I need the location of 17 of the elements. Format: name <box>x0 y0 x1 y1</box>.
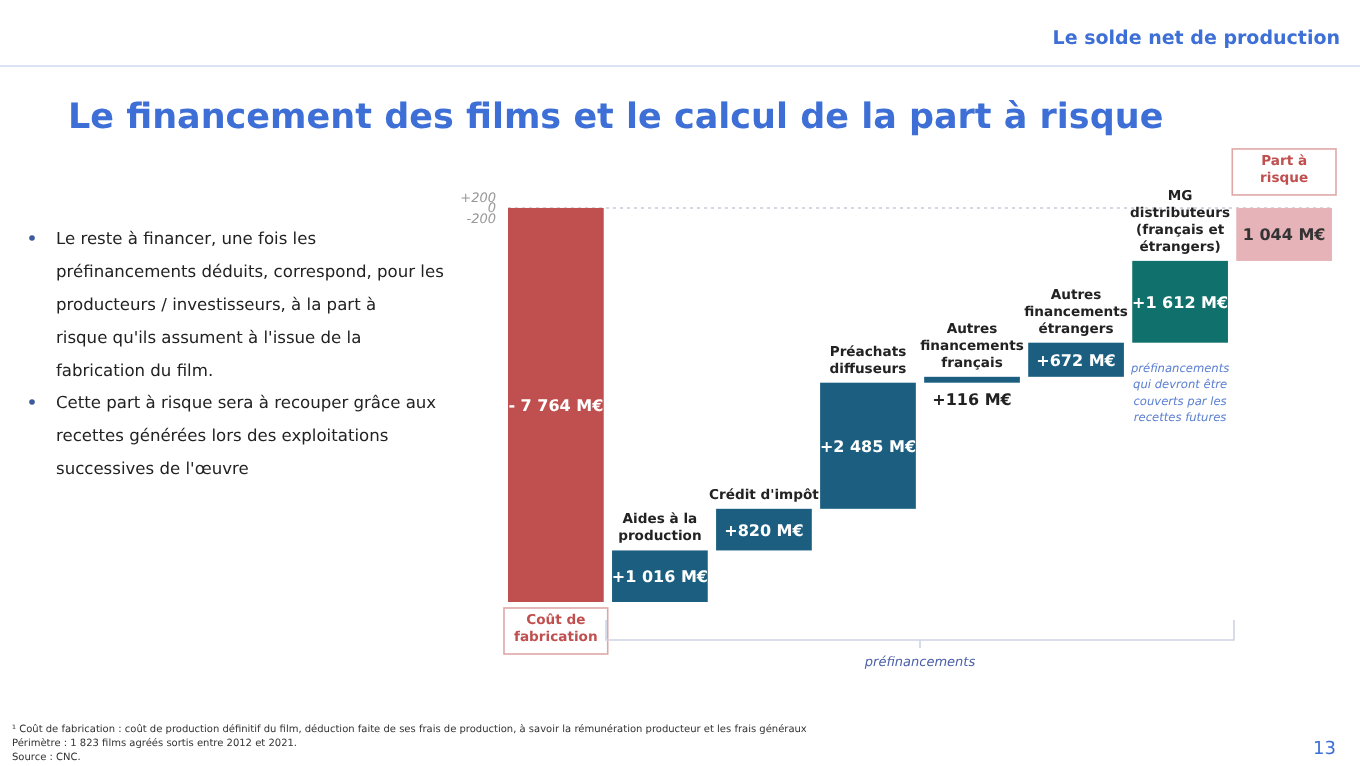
bar <box>820 382 916 509</box>
data-label: +672 M€ <box>1036 351 1117 370</box>
bar <box>508 207 604 602</box>
text: Le solde net de production <box>1052 28 1341 50</box>
data-label: +116 M€ <box>932 390 1013 409</box>
text: 13 <box>1313 740 1336 760</box>
data-label: +820 M€ <box>724 521 805 540</box>
text: Le reste à financer, une fois les préfinancements déduits, correspond, pour les producteurs / investisseurs, à la part à risque qu'ils assument à l'issue de la fabrication du film. <box>56 228 444 380</box>
bar <box>924 376 1020 383</box>
text: Cette part à risque sera à recouper grâce aux recettes générées lors des exploitations successives de l'œuvre <box>56 392 437 478</box>
data-label: +2 485 M€ <box>819 437 917 456</box>
data-label: +1 612 M€ <box>1132 293 1230 312</box>
chart-title: Le financement des films et le calcul de la part à risque <box>68 98 1164 138</box>
data-label: 1 044 M€ <box>1242 226 1327 245</box>
data-label: +1 016 M€ <box>611 568 709 587</box>
bar <box>1132 260 1228 343</box>
data-label: - 7 764 M€ <box>508 396 605 415</box>
